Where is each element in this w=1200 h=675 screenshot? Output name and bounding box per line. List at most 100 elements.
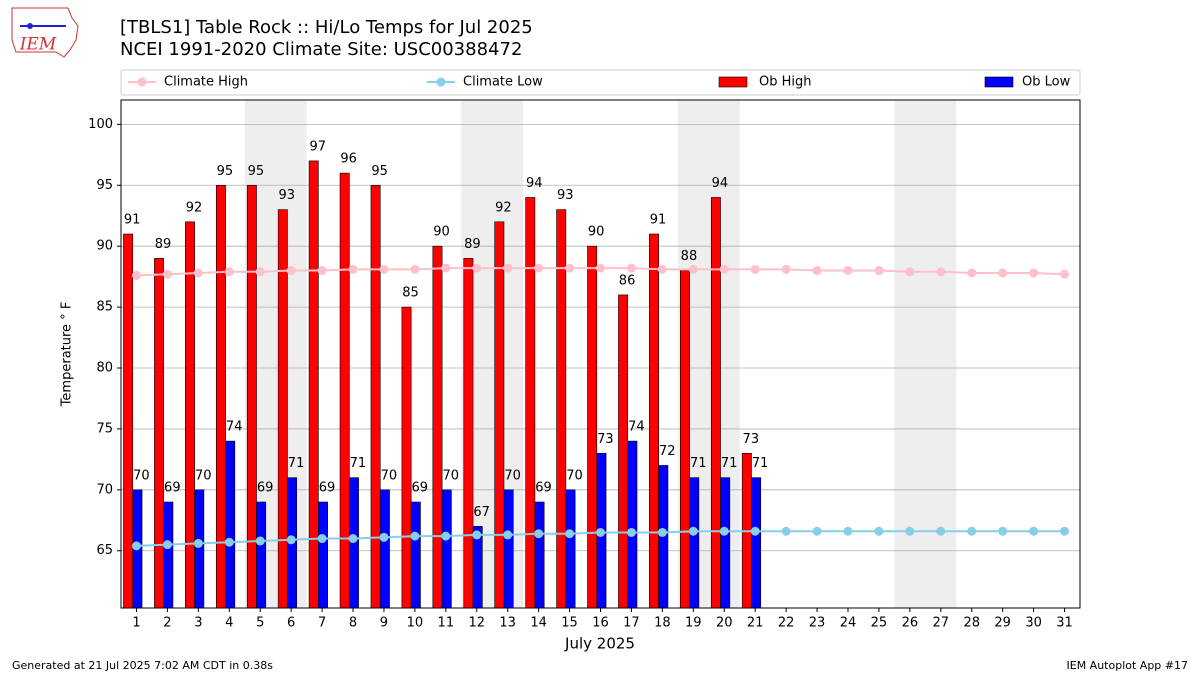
marker — [781, 526, 791, 536]
data-label: 86 — [619, 273, 636, 288]
marker — [936, 526, 946, 536]
bar — [494, 221, 505, 609]
marker — [503, 263, 513, 273]
footer-left: Generated at 21 Jul 2025 7:02 AM CDT in … — [12, 659, 273, 672]
x-tick-label: 29 — [994, 616, 1011, 631]
marker — [967, 526, 977, 536]
marker — [534, 263, 544, 273]
bar — [256, 501, 267, 609]
marker — [224, 537, 234, 547]
x-tick-label: 28 — [963, 616, 980, 631]
x-tick-label: 24 — [840, 616, 857, 631]
weekend-shade — [894, 100, 957, 608]
marker — [657, 264, 667, 274]
logo-outline — [11, 7, 79, 58]
legend-swatch — [718, 76, 748, 88]
x-tick-label: 18 — [654, 616, 671, 631]
data-label: 89 — [155, 237, 172, 252]
legend-swatch — [984, 76, 1014, 88]
bar — [318, 501, 328, 609]
data-label: 72 — [659, 444, 676, 459]
marker — [286, 535, 296, 545]
x-tick-label: 23 — [809, 616, 826, 631]
bar — [225, 440, 236, 609]
y-tick-label: 95 — [96, 178, 113, 193]
bar — [463, 258, 474, 609]
bar — [154, 258, 164, 609]
bar — [534, 501, 545, 609]
marker — [131, 270, 141, 280]
data-label: 91 — [124, 213, 141, 228]
marker — [286, 266, 296, 276]
bar — [123, 233, 134, 609]
bar — [556, 209, 567, 609]
y-axis-label: Temperature ° F — [60, 302, 75, 408]
bar — [503, 489, 514, 609]
data-label: 69 — [535, 481, 552, 496]
marker — [348, 264, 358, 274]
marker — [812, 526, 822, 536]
data-label: 71 — [350, 456, 367, 471]
marker — [1029, 526, 1039, 536]
legend-label: Ob Low — [1022, 75, 1071, 90]
marker — [874, 266, 884, 276]
marker — [255, 267, 265, 277]
marker — [812, 266, 822, 276]
data-label: 95 — [248, 164, 265, 179]
y-tick-label: 85 — [96, 300, 113, 315]
data-label: 71 — [288, 456, 305, 471]
plot-frame — [120, 99, 1081, 609]
data-label: 97 — [309, 139, 326, 154]
bar — [627, 440, 638, 609]
bar — [308, 160, 319, 609]
x-axis-label: July 2025 — [564, 635, 635, 653]
marker — [874, 526, 884, 536]
bar — [720, 477, 731, 609]
data-label: 71 — [721, 456, 738, 471]
marker — [688, 526, 698, 536]
marker — [719, 264, 729, 274]
legend-label: Climate High — [164, 75, 248, 90]
x-tick-label: 1 — [132, 616, 140, 631]
data-label: 70 — [504, 468, 521, 483]
marker — [162, 269, 172, 279]
x-tick-label: 19 — [685, 616, 702, 631]
marker — [317, 534, 327, 544]
y-tick-label: 100 — [88, 117, 113, 132]
x-tick-label: 5 — [256, 616, 264, 631]
x-tick-label: 2 — [163, 616, 171, 631]
data-label: 67 — [473, 505, 490, 520]
x-tick-label: 16 — [592, 616, 609, 631]
data-label: 69 — [412, 481, 429, 496]
marker — [998, 526, 1008, 536]
data-label: 93 — [557, 188, 574, 203]
marker — [843, 266, 853, 276]
x-tick-label: 8 — [349, 616, 357, 631]
marker — [843, 526, 853, 536]
x-tick-label: 4 — [225, 616, 233, 631]
chart-title: [TBLS1] Table Rock :: Hi/Lo Temps for Ju… — [120, 17, 533, 38]
marker — [441, 263, 451, 273]
marker — [565, 529, 575, 539]
data-label: 71 — [752, 456, 769, 471]
bar — [689, 477, 700, 609]
x-tick-label: 10 — [407, 616, 424, 631]
marker — [750, 526, 760, 536]
marker — [936, 267, 946, 277]
x-tick-label: 13 — [499, 616, 516, 631]
marker — [472, 530, 482, 540]
bar — [277, 209, 288, 609]
marker — [1029, 268, 1039, 278]
x-tick-label: 30 — [1025, 616, 1042, 631]
y-tick-label: 65 — [96, 543, 113, 558]
y-tick-label: 90 — [96, 239, 113, 254]
x-tick-label: 6 — [287, 616, 295, 631]
marker — [781, 264, 791, 274]
bar — [751, 477, 762, 609]
y-tick-label: 80 — [96, 361, 113, 376]
bar — [379, 489, 390, 609]
bar — [680, 270, 690, 609]
bar — [618, 294, 629, 609]
data-label: 92 — [186, 200, 203, 215]
